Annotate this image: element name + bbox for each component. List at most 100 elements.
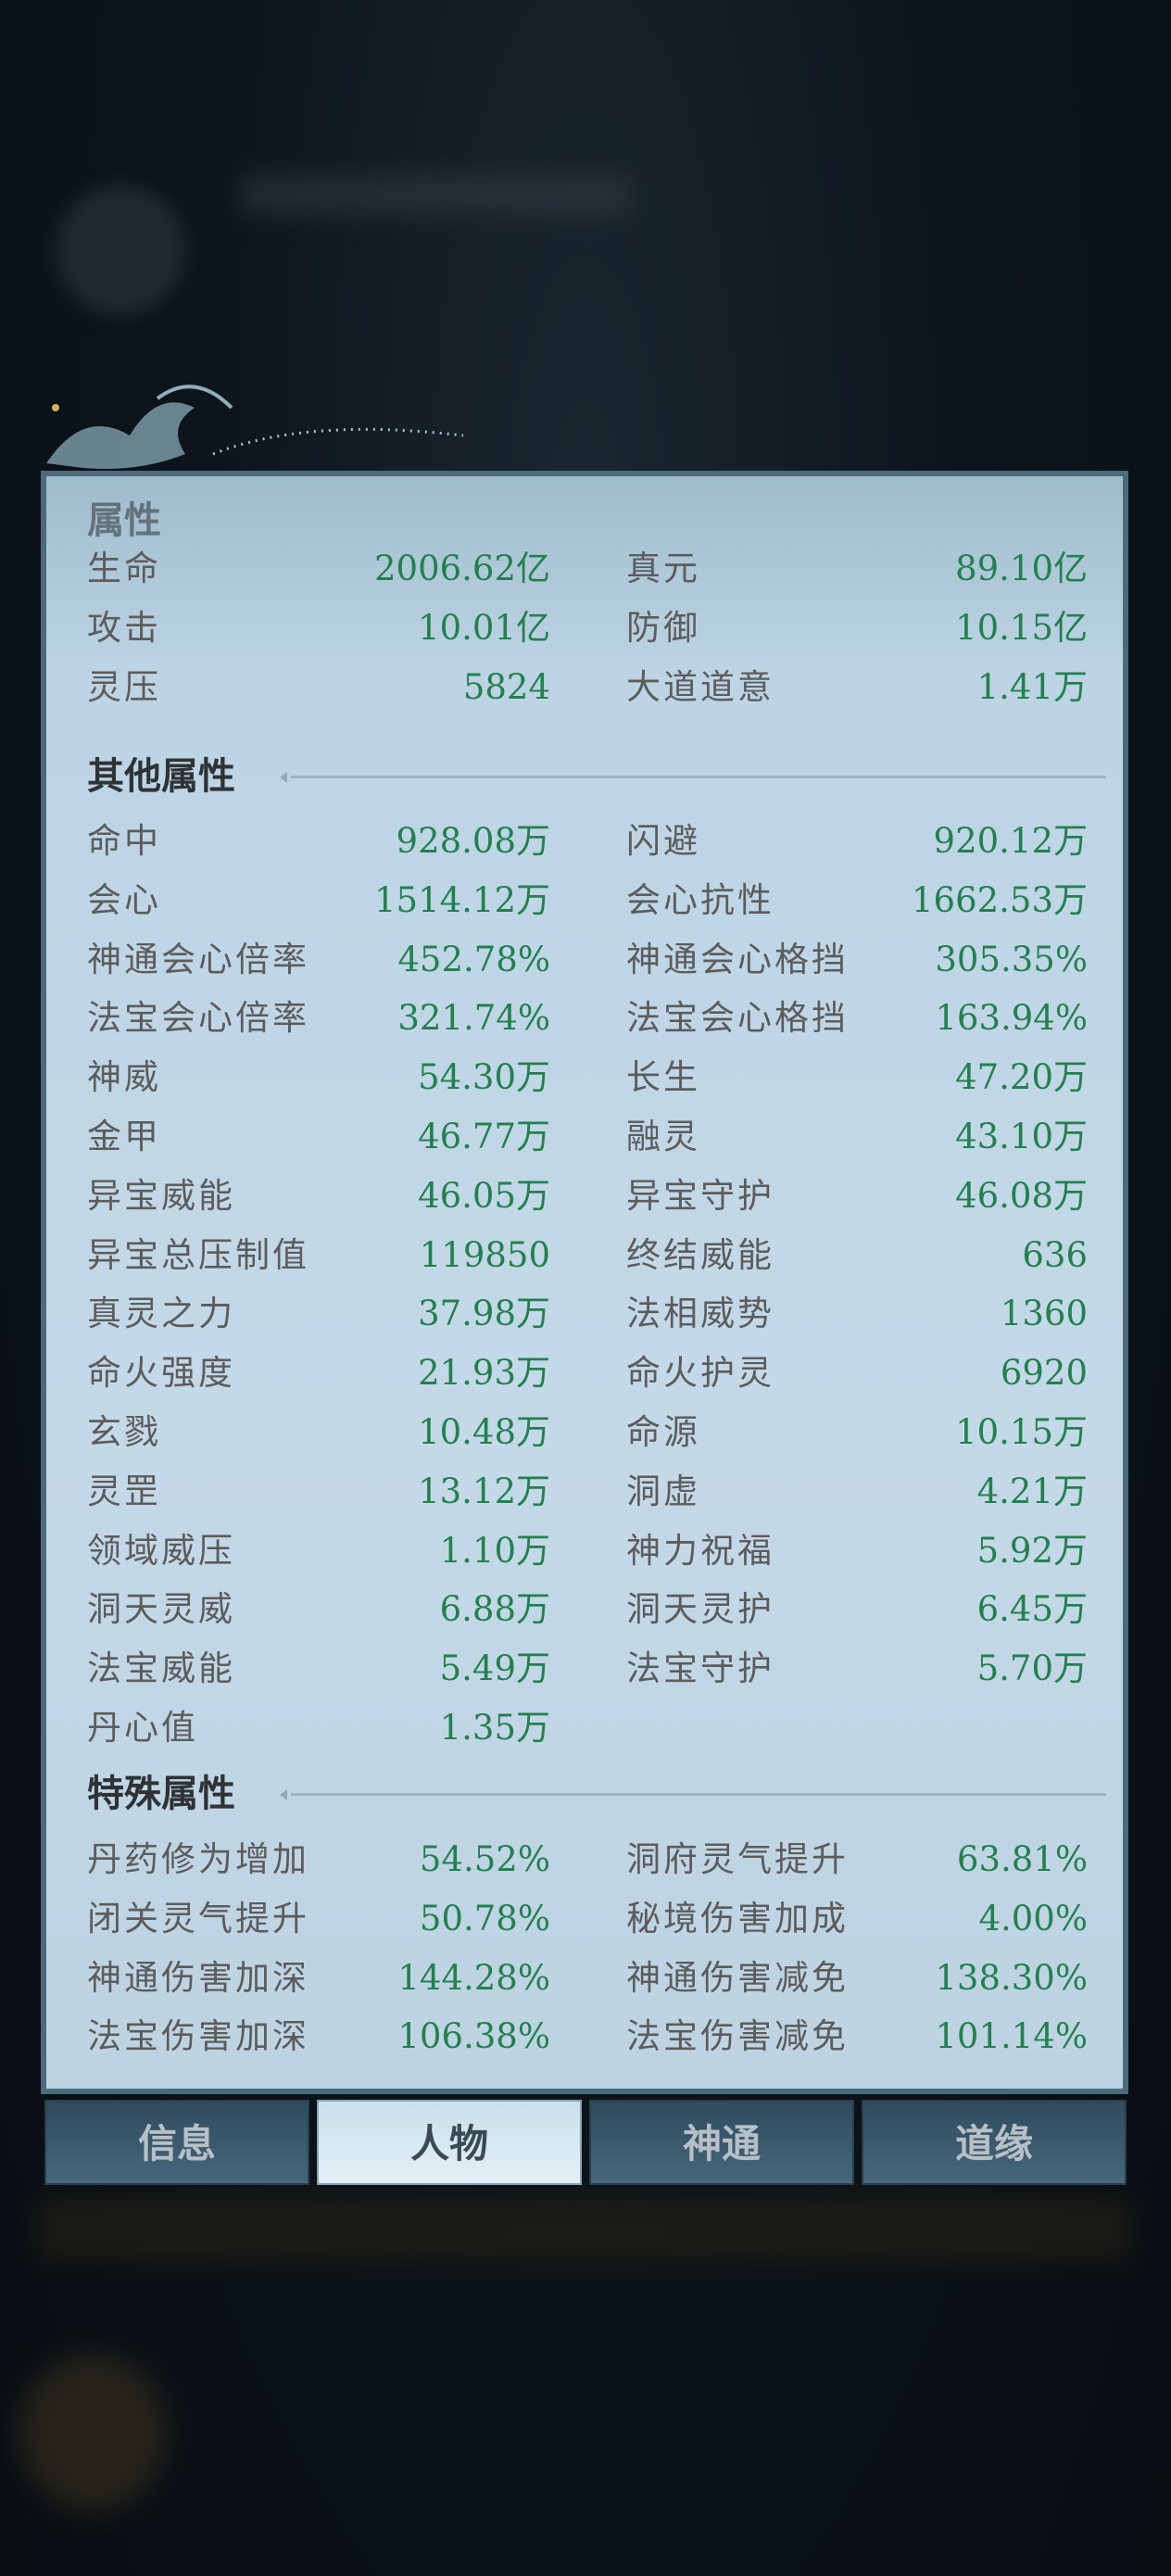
attribute-row: 金甲 46.77万 融灵 43.10万 <box>46 1107 1123 1167</box>
attribute-row: 闭关灵气提升 50.78% 秘境伤害加成 4.00% <box>46 1889 1123 1949</box>
section-title-special: 特殊属性 <box>87 1772 235 1815</box>
attribute-value: 5.49万 <box>439 1648 550 1689</box>
tab-skills[interactable]: 神通 <box>589 2100 854 2185</box>
attribute-value: 305.35% <box>935 939 1088 979</box>
attribute-row: 神通伤害加深 144.28% 神通伤害减免 138.30% <box>46 1949 1123 2008</box>
attribute-value: 21.93万 <box>418 1353 550 1394</box>
blurred-bottom-icon <box>19 2354 167 2511</box>
attribute-value: 101.14% <box>935 2016 1088 2057</box>
attribute-label: 会心抗性 <box>626 879 774 920</box>
attribute-value: 4.00% <box>978 1898 1088 1938</box>
attribute-label: 神通会心格挡 <box>626 939 849 979</box>
attribute-value: 6.88万 <box>439 1589 550 1630</box>
attribute-row: 法宝伤害加深 106.38% 法宝伤害减免 101.14% <box>46 2007 1123 2066</box>
attribute-value: 920.12万 <box>933 821 1088 861</box>
attribute-value: 10.15万 <box>955 1412 1088 1452</box>
attribute-value: 46.08万 <box>955 1175 1088 1216</box>
attribute-value: 119850 <box>419 1234 550 1275</box>
attribute-value: 10.15亿 <box>955 607 1088 648</box>
attribute-value: 10.01亿 <box>418 607 550 648</box>
attribute-label: 灵罡 <box>87 1471 161 1511</box>
attribute-value: 5824 <box>462 666 550 707</box>
attribute-label: 丹药修为增加 <box>87 1839 309 1879</box>
attribute-value: 106.38% <box>397 2016 550 2057</box>
attribute-row: 洞天灵威 6.88万 洞天灵护 6.45万 <box>46 1580 1123 1639</box>
attribute-row: 命火强度 21.93万 命火护灵 6920 <box>46 1344 1123 1403</box>
attribute-row: 异宝总压制值 119850 终结威能 636 <box>46 1226 1123 1285</box>
attribute-value: 54.30万 <box>418 1057 550 1098</box>
attribute-label: 法宝会心格挡 <box>626 998 849 1039</box>
tab-daoyuan[interactable]: 道缘 <box>862 2100 1127 2185</box>
attribute-value: 4.21万 <box>976 1471 1088 1511</box>
attribute-label: 洞府灵气提升 <box>626 1839 849 1879</box>
attribute-row: 丹心值 1.35万 <box>46 1698 1123 1758</box>
section-title-base: 属性 <box>87 499 161 542</box>
attribute-row: 法宝会心倍率 321.74% 法宝会心格挡 163.94% <box>46 989 1123 1048</box>
attribute-label: 洞天灵威 <box>87 1589 235 1630</box>
attribute-value: 1360 <box>1000 1294 1088 1334</box>
attribute-label: 命火强度 <box>87 1353 235 1394</box>
attribute-label: 大道道意 <box>626 666 774 707</box>
attributes-panel[interactable]: 属性 生命 2006.62亿 真元 89.10亿 攻击 10.01亿 防御 10.15亿 灵压 5… <box>41 471 1128 2094</box>
attribute-value: 6.45万 <box>976 1589 1088 1630</box>
attribute-label: 秘境伤害加成 <box>626 1898 849 1938</box>
blurred-avatar <box>56 185 185 315</box>
attribute-label: 会心 <box>87 879 161 920</box>
attribute-label: 闭关灵气提升 <box>87 1898 309 1938</box>
attribute-value: 1.10万 <box>439 1530 550 1571</box>
attribute-label: 融灵 <box>626 1117 700 1156</box>
attribute-label: 法宝伤害减免 <box>626 2016 849 2057</box>
section-divider <box>280 1789 1106 1800</box>
attribute-value: 636 <box>1022 1234 1088 1275</box>
blurred-buttons <box>37 2196 1130 2261</box>
attribute-label: 攻击 <box>87 607 161 648</box>
attribute-value: 47.20万 <box>955 1057 1088 1098</box>
attribute-value: 321.74% <box>397 998 550 1039</box>
attribute-value: 54.52% <box>419 1839 550 1879</box>
attribute-label: 法宝威能 <box>87 1648 235 1689</box>
attribute-label: 法宝会心倍率 <box>87 998 309 1039</box>
attribute-label: 闪避 <box>626 821 700 861</box>
attribute-label: 异宝守护 <box>626 1175 774 1216</box>
attribute-label: 神通伤害减免 <box>626 1957 849 1998</box>
attribute-value: 6920 <box>1000 1353 1088 1394</box>
cloud-ornament-icon <box>46 385 464 469</box>
attribute-label: 法宝守护 <box>626 1648 774 1689</box>
attribute-label: 神威 <box>87 1057 161 1098</box>
attribute-row: 神威 54.30万 长生 47.20万 <box>46 1048 1123 1107</box>
attribute-label: 领域威压 <box>87 1530 235 1571</box>
attribute-label: 法相威势 <box>626 1294 774 1334</box>
attribute-label: 异宝威能 <box>87 1175 235 1216</box>
tab-character[interactable]: 人物 <box>317 2100 582 2185</box>
attribute-value: 50.78% <box>419 1898 550 1938</box>
attribute-label: 神力祝福 <box>626 1530 774 1571</box>
attribute-label: 灵压 <box>87 666 161 707</box>
attribute-value: 63.81% <box>956 1839 1088 1879</box>
attribute-value: 1514.12万 <box>373 879 550 920</box>
attribute-label: 神通会心倍率 <box>87 939 309 979</box>
tab-info[interactable]: 信息 <box>44 2100 309 2185</box>
attribute-value: 5.70万 <box>976 1648 1088 1689</box>
attribute-row: 灵罡 13.12万 洞虚 4.21万 <box>46 1462 1123 1522</box>
section-divider <box>280 772 1106 783</box>
section-title-other: 其他属性 <box>87 754 235 798</box>
attribute-label: 长生 <box>626 1057 700 1098</box>
attribute-label: 洞虚 <box>626 1471 700 1511</box>
attribute-label: 神通伤害加深 <box>87 1957 309 1998</box>
attribute-row: 领域威压 1.10万 神力祝福 5.92万 <box>46 1522 1123 1581</box>
attribute-value: 2006.62亿 <box>373 549 550 588</box>
attribute-row: 会心 1514.12万 会心抗性 1662.53万 <box>46 871 1123 930</box>
attribute-row: 命中 928.08万 闪避 920.12万 <box>46 812 1123 871</box>
attribute-label: 生命 <box>87 549 161 588</box>
attribute-row: 攻击 10.01亿 防御 10.15亿 <box>46 599 1123 658</box>
attribute-label: 洞天灵护 <box>626 1589 774 1630</box>
attribute-value: 10.48万 <box>418 1412 550 1452</box>
attribute-label: 防御 <box>626 607 700 648</box>
attribute-label: 丹心值 <box>87 1708 198 1748</box>
attribute-row: 玄戮 10.48万 命源 10.15万 <box>46 1403 1123 1462</box>
bottom-tabs: 信息 人物 神通 道缘 <box>44 2100 1128 2189</box>
attribute-label: 异宝总压制值 <box>87 1234 309 1275</box>
attribute-value: 46.05万 <box>418 1175 550 1216</box>
attribute-row: 生命 2006.62亿 真元 89.10亿 <box>46 539 1123 599</box>
attribute-label: 命中 <box>87 821 161 861</box>
